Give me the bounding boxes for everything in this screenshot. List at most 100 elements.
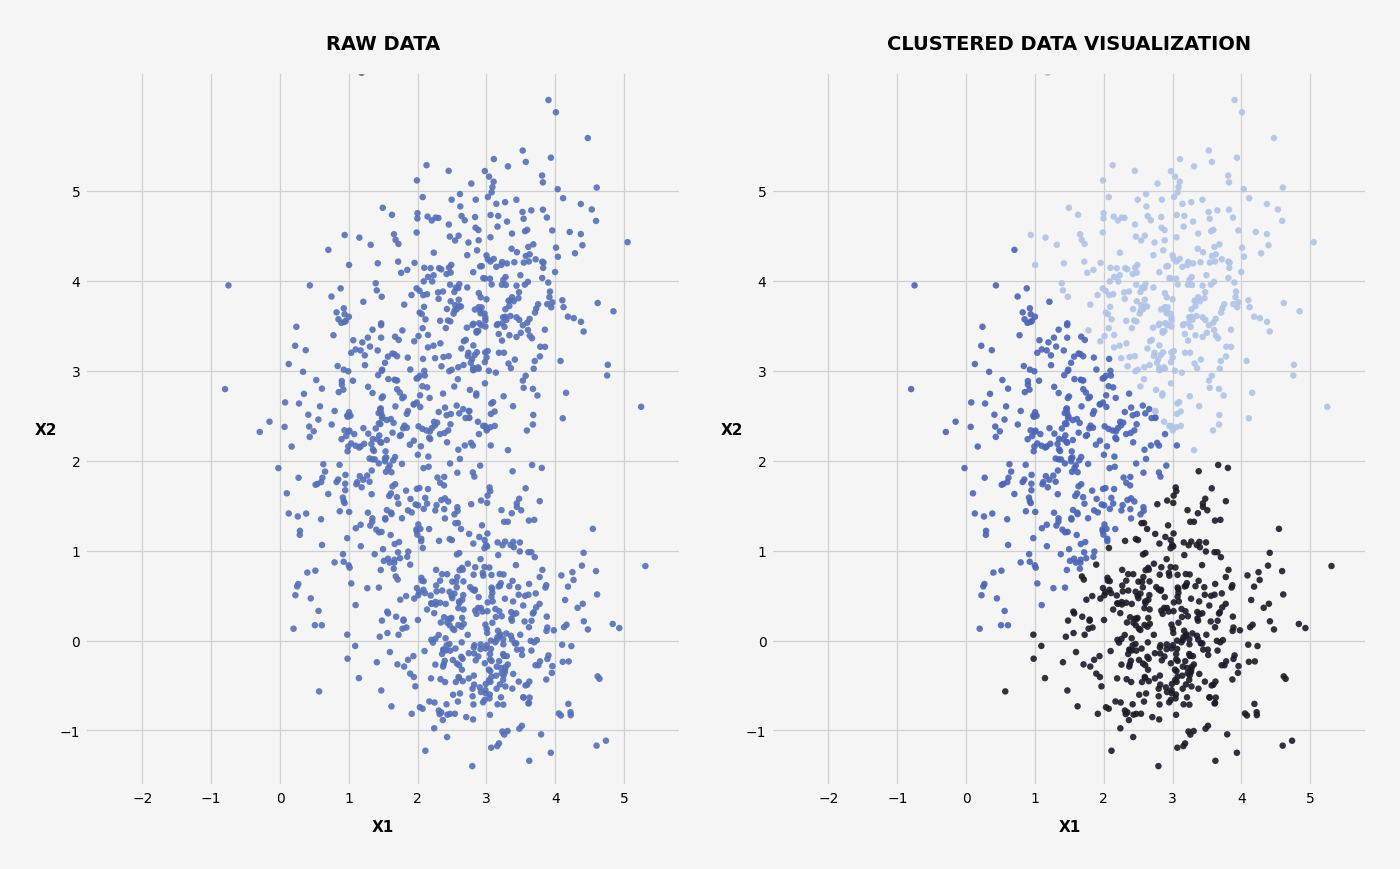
Point [447,601,469,615]
Point [1228,660,1250,673]
Point [1131,575,1154,589]
Point [1166,634,1189,647]
Point [356,469,378,483]
Point [304,619,326,633]
Point [1057,410,1079,424]
Point [431,584,454,598]
Point [1119,658,1141,672]
Point [903,279,925,293]
Point [433,350,455,364]
Point [1016,316,1039,330]
Point [1217,727,1239,741]
Point [458,405,480,419]
Point [1047,512,1070,526]
Point [335,484,357,498]
Point [437,165,459,179]
Point [1165,485,1187,499]
Point [430,337,452,351]
Point [1196,327,1218,341]
Point [385,610,407,624]
Point [1194,545,1217,559]
Point [407,614,430,627]
Point [412,422,434,436]
Point [458,647,480,660]
Point [344,521,367,535]
Point [1210,355,1232,368]
Point [368,417,391,431]
Point [1109,721,1131,735]
Point [511,719,533,733]
Point [280,440,302,454]
Point [1156,494,1179,507]
Point [1166,642,1189,656]
Point [1124,612,1147,626]
Point [511,144,533,158]
Point [517,323,539,337]
Point [1198,256,1221,270]
Point [468,590,490,604]
Point [1077,267,1099,281]
Point [1099,262,1121,275]
Point [634,560,657,574]
Point [435,408,458,422]
Point [1219,323,1242,337]
Point [1170,602,1193,616]
Point [1166,397,1189,411]
Point [1054,581,1077,595]
Point [1011,306,1033,320]
Point [374,445,396,459]
Point [465,653,487,667]
Point [1019,363,1042,377]
Point [1218,176,1240,190]
Point [1114,315,1137,328]
Point [1191,280,1214,294]
Point [994,604,1016,618]
Point [1211,600,1233,614]
Point [353,437,375,451]
Point [444,299,466,313]
Point [1019,302,1042,316]
Point [451,663,473,677]
Point [1165,561,1187,574]
Point [1093,614,1116,627]
Point [1200,679,1222,693]
Point [1197,643,1219,657]
Point [480,581,503,595]
Point [1105,694,1127,708]
Point [465,607,487,621]
Point [302,425,325,439]
Point [483,253,505,267]
Point [1110,595,1133,609]
Point [1151,325,1173,339]
Point [1162,345,1184,359]
Point [431,567,454,581]
Point [538,648,560,662]
Point [1096,574,1119,588]
Point [491,311,514,325]
Point [476,622,498,636]
Point [1159,693,1182,707]
Point [522,362,545,376]
Point [522,418,545,432]
Point [498,300,521,314]
Point [1179,274,1201,288]
Point [498,580,521,594]
Point [1063,552,1085,566]
Point [412,380,434,394]
Point [367,433,389,447]
Point [437,350,459,364]
Point [1142,349,1165,363]
Point [344,599,367,613]
Point [1095,369,1117,383]
Point [1177,317,1200,331]
Point [388,238,410,252]
Point [416,603,438,617]
Point [1204,620,1226,634]
Point [1140,214,1162,228]
Point [1121,408,1144,422]
Point [445,575,468,589]
Point [1175,567,1197,581]
Point [508,722,531,736]
Point [1106,215,1128,229]
Point [993,477,1015,491]
